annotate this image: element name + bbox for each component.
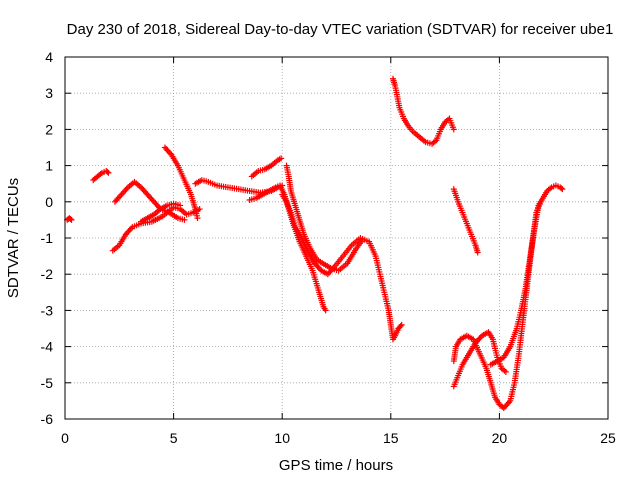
x-tick-labels: 0 5 10 15 20 25 [61,430,616,446]
y-tick-label: -4 [41,339,54,355]
data-point [322,307,329,314]
data-point [68,216,75,223]
y-tick-label: -2 [41,266,54,282]
data-point [278,155,285,162]
series-track-13 [450,186,481,256]
x-axis-label: GPS time / hours [279,457,393,474]
data-point [397,323,404,330]
series-track-10 [279,191,405,343]
y-tick-label: 0 [45,194,53,210]
data-point [181,216,188,223]
y-tick-label: 1 [45,158,53,174]
data-point [502,368,509,375]
series-track-11 [283,162,366,274]
series-track-12 [389,75,457,147]
grid-lines [65,57,608,419]
series-track-6 [138,200,184,225]
x-tick-label: 25 [600,430,616,446]
data-point [398,321,405,328]
y-tick-label: -6 [41,411,54,427]
data-point [177,202,184,209]
data-points [64,75,566,412]
data-point [359,236,366,243]
data-point [559,186,566,193]
series-track-2 [90,168,112,184]
x-tick-label: 10 [274,430,290,446]
series-track-14 [450,329,509,390]
x-tick-label: 20 [492,430,508,446]
series-track-15 [450,198,544,412]
data-point [104,168,111,175]
series-track-8 [248,155,285,180]
y-tick-labels: -6 -5 -4 -3 -2 -1 0 1 2 3 4 [41,49,54,427]
chart-title: Day 230 of 2018, Sidereal Day-to-day VTE… [67,21,614,38]
axis-ticks [64,56,609,420]
x-tick-label: 0 [61,430,69,446]
data-point [67,215,74,222]
y-tick-label: -5 [41,375,54,391]
data-point [474,249,481,256]
data-point [450,126,457,133]
series-track-16 [487,182,566,368]
series-track-5 [161,144,201,222]
x-tick-label: 5 [170,430,178,446]
data-point [194,215,201,222]
y-tick-label: -3 [41,302,54,318]
y-axis-label: SDTVAR / TECUs [5,178,22,298]
x-tick-label: 15 [383,430,399,446]
y-tick-label: 3 [45,85,53,101]
y-tick-label: 4 [45,49,53,65]
y-tick-label: 2 [45,121,53,137]
y-tick-label: -1 [41,230,54,246]
series-track-1 [64,215,75,223]
data-point [558,185,565,192]
data-point [105,169,112,176]
